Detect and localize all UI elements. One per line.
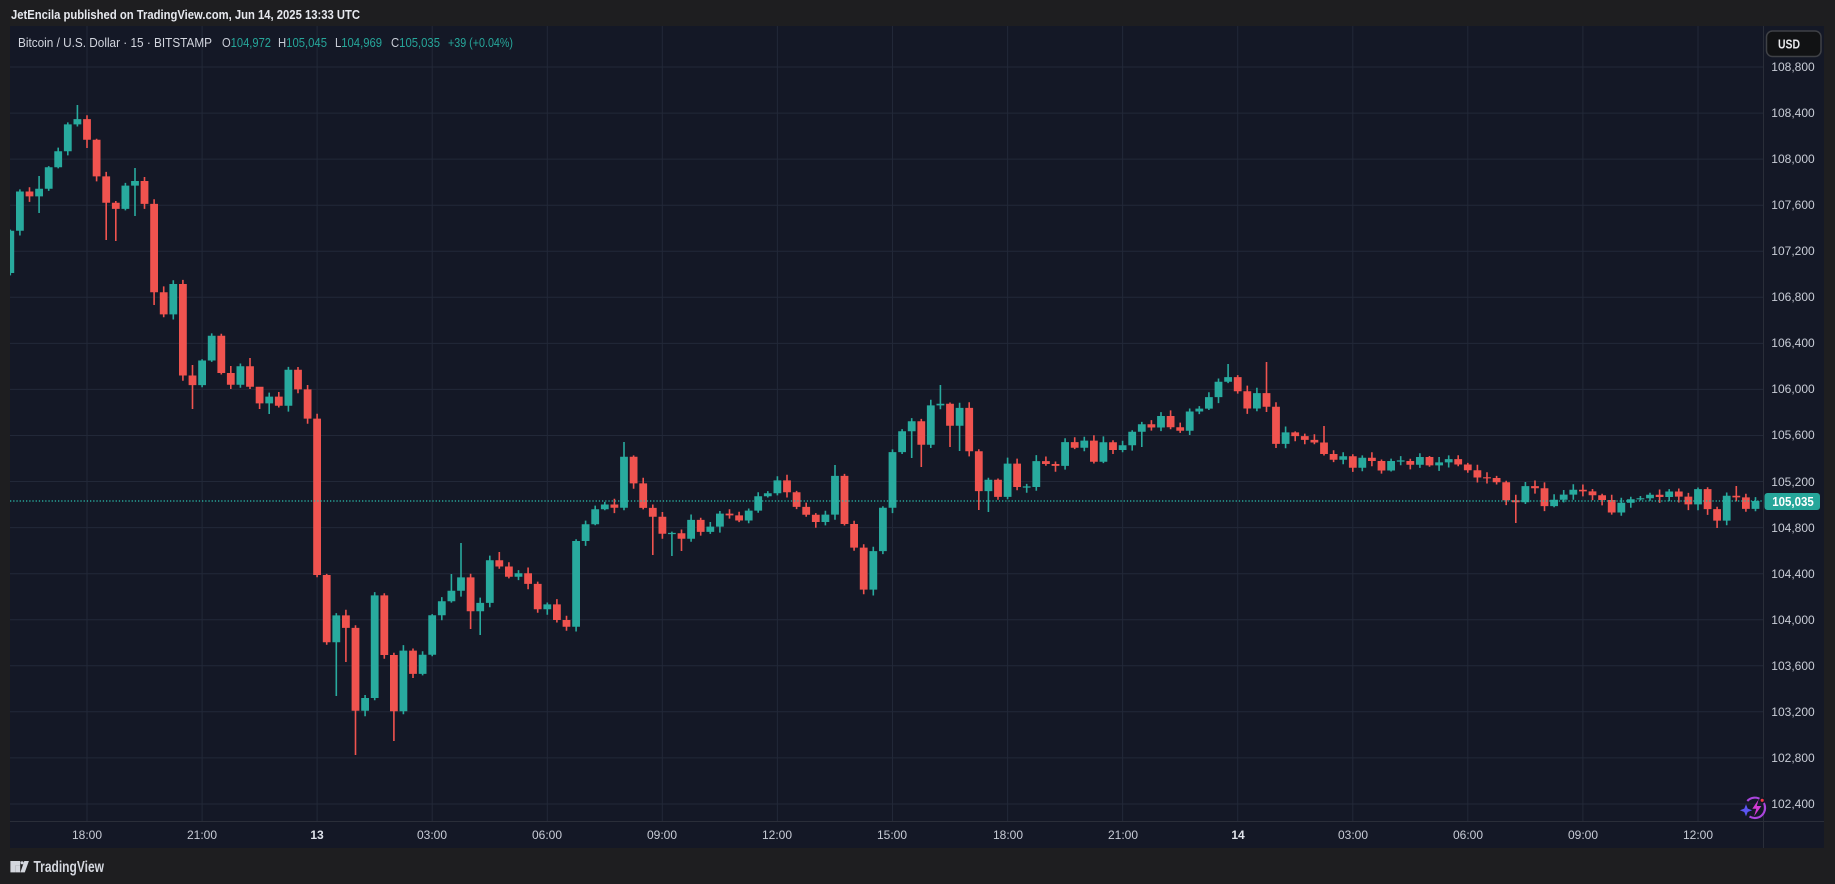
svg-text:108,800: 108,800	[1771, 60, 1815, 74]
svg-text:108,000: 108,000	[1771, 152, 1815, 166]
svg-text:102,800: 102,800	[1771, 751, 1815, 765]
svg-text:15:00: 15:00	[877, 828, 907, 842]
svg-text:06:00: 06:00	[1453, 828, 1483, 842]
svg-text:TradingView: TradingView	[34, 859, 105, 876]
svg-text:107,600: 107,600	[1771, 198, 1815, 212]
svg-text:105,600: 105,600	[1771, 428, 1815, 442]
svg-text:104,000: 104,000	[1771, 613, 1815, 627]
svg-text:12:00: 12:00	[762, 828, 792, 842]
svg-text:105,035: 105,035	[1772, 494, 1814, 509]
svg-text:03:00: 03:00	[1338, 828, 1368, 842]
svg-text:H105,045: H105,045	[278, 35, 327, 50]
svg-text:18:00: 18:00	[72, 828, 102, 842]
svg-text:O104,972: O104,972	[222, 35, 271, 50]
svg-text:USD: USD	[1778, 38, 1800, 52]
svg-text:09:00: 09:00	[1568, 828, 1598, 842]
svg-text:14: 14	[1231, 828, 1245, 842]
svg-text:107,200: 107,200	[1771, 244, 1815, 258]
svg-text:12:00: 12:00	[1683, 828, 1713, 842]
svg-text:104,800: 104,800	[1771, 521, 1815, 535]
svg-text:L104,969: L104,969	[335, 35, 382, 50]
svg-text:104,400: 104,400	[1771, 567, 1815, 581]
svg-text:106,800: 106,800	[1771, 290, 1815, 304]
svg-text:03:00: 03:00	[417, 828, 447, 842]
svg-text:106,400: 106,400	[1771, 336, 1815, 350]
svg-text:106,000: 106,000	[1771, 382, 1815, 396]
svg-text:105,200: 105,200	[1771, 475, 1815, 489]
svg-text:21:00: 21:00	[1108, 828, 1138, 842]
svg-text:102,400: 102,400	[1771, 797, 1815, 811]
svg-text:103,600: 103,600	[1771, 659, 1815, 673]
svg-text:Bitcoin / U.S. Dollar · 15 · B: Bitcoin / U.S. Dollar · 15 · BITSTAMP	[18, 35, 212, 50]
svg-text:09:00: 09:00	[647, 828, 677, 842]
svg-text:103,200: 103,200	[1771, 705, 1815, 719]
svg-text:+39 (+0.04%): +39 (+0.04%)	[448, 35, 513, 50]
svg-text:18:00: 18:00	[993, 828, 1023, 842]
svg-text:06:00: 06:00	[532, 828, 562, 842]
svg-text:108,400: 108,400	[1771, 106, 1815, 120]
svg-text:JetEncila published on Trading: JetEncila published on TradingView.com, …	[11, 7, 361, 22]
svg-text:C105,035: C105,035	[391, 35, 440, 50]
svg-text:13: 13	[310, 828, 324, 842]
svg-text:21:00: 21:00	[187, 828, 217, 842]
